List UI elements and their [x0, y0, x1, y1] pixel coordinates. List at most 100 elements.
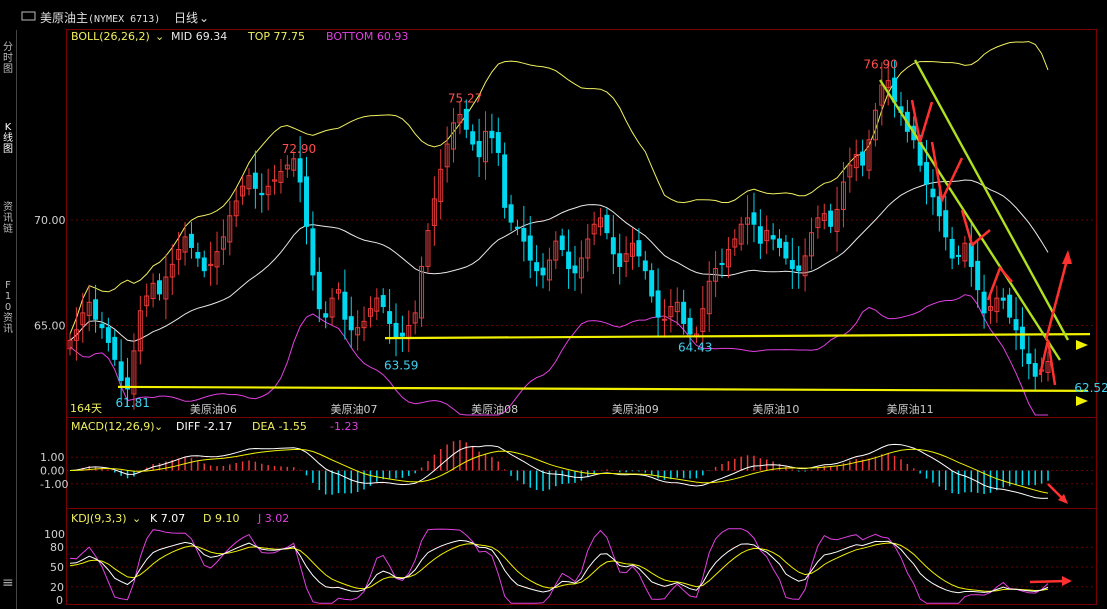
candle-up [821, 213, 827, 221]
instrument-title[interactable]: 美原油主 [40, 11, 88, 25]
kdj-tick-label: 80 [50, 541, 64, 554]
candle-down [476, 140, 482, 158]
candle-down [777, 238, 783, 248]
candle-up [176, 249, 182, 260]
days-count: 164天 [70, 402, 102, 415]
candle-down [105, 327, 111, 343]
candle-up [840, 181, 846, 210]
candle-up [732, 238, 738, 248]
chevron-down-icon[interactable]: ⌄ [132, 512, 141, 525]
candle-up [630, 242, 635, 257]
candle-up [802, 255, 808, 277]
candle-down [860, 151, 866, 166]
boll-bottom-line [69, 294, 1048, 416]
date-label: 美原油10 [752, 402, 799, 416]
candle-down [527, 235, 533, 261]
candle-up [265, 185, 271, 196]
candle-up [962, 242, 968, 262]
candle-up [361, 320, 367, 329]
candle-down [649, 270, 655, 297]
chevron-down-icon[interactable]: ⌄ [154, 420, 163, 433]
candle-down [508, 204, 514, 223]
arrowhead [1058, 494, 1068, 504]
candle-down [252, 172, 258, 189]
candle-down [304, 176, 309, 227]
candle-up [291, 158, 297, 171]
tab-news[interactable]: 资讯链 [3, 202, 13, 235]
candle-down [540, 267, 546, 276]
candle-up [272, 179, 278, 182]
candle-down [521, 227, 527, 242]
candle-down [559, 235, 565, 251]
candle-down [975, 260, 981, 291]
macd-diff-line [69, 443, 1049, 499]
period-selector[interactable]: 日线 [174, 11, 198, 25]
kdj-k-line [69, 539, 1049, 594]
candle-down [393, 322, 399, 339]
macd-value: -1.23 [330, 420, 358, 433]
chevron-down-icon[interactable]: ⌄ [199, 11, 209, 25]
boll-lines [69, 41, 1049, 416]
candle-up [150, 282, 156, 300]
kdj-label[interactable]: KDJ(9,3,3) [71, 512, 127, 525]
zigzag-arrow [930, 141, 964, 205]
kdj-d: D 9.10 [203, 512, 239, 525]
candle-down [610, 237, 616, 255]
candle-up [86, 301, 92, 316]
channel-line-lower [878, 79, 1062, 361]
candle-down [259, 192, 265, 196]
candle-down [796, 265, 802, 272]
candle-up [425, 230, 431, 267]
candle-down [572, 265, 578, 274]
candle-up [144, 295, 150, 307]
candle-up [374, 297, 380, 312]
price-annotation: 76.90 [863, 57, 897, 71]
macd-label[interactable]: MACD(12,26,9) [71, 420, 155, 433]
candle-up [834, 208, 840, 232]
candle-down [949, 238, 955, 259]
candle-down [348, 316, 354, 331]
candle-down [380, 295, 386, 308]
candle-up [725, 249, 731, 268]
candle-down [789, 260, 795, 270]
candle-down [297, 158, 303, 183]
candle-up [182, 236, 188, 253]
candle-down [470, 131, 476, 145]
menu-icon[interactable]: ≡ [2, 575, 14, 591]
candle-up [661, 318, 667, 321]
candle-down [566, 251, 572, 270]
candle-down [655, 290, 661, 318]
chevron-down-icon[interactable]: ⌄ [155, 30, 164, 43]
candle-up [80, 312, 86, 326]
candle-down [93, 299, 99, 320]
candle-down [681, 301, 687, 324]
tab-timeshare[interactable]: 分时图 [3, 42, 13, 75]
macd-tick-label: 0.00 [40, 465, 65, 478]
boll-top: TOP 77.75 [247, 30, 305, 43]
candle-up [872, 109, 878, 141]
candle-up [451, 122, 457, 150]
price-annotation: 62.52 [1074, 381, 1107, 395]
candle-up [994, 297, 1000, 313]
candle-down [125, 377, 131, 390]
date-label: 美原油11 [887, 402, 934, 416]
candle-down [310, 228, 316, 276]
candle-up [546, 259, 552, 281]
boll-label[interactable]: BOLL(26,26,2) [71, 30, 150, 43]
zigzag-arrow [986, 265, 1013, 301]
candle-down [636, 240, 642, 257]
candle-down [188, 233, 194, 248]
price-annotation: 75.27 [448, 92, 482, 106]
candlesticks[interactable] [67, 60, 1051, 410]
candle-down [342, 291, 348, 320]
candle-up [483, 130, 488, 163]
candle-up [866, 139, 872, 171]
candle-up [738, 223, 744, 245]
candle-up [278, 170, 284, 183]
macd-tick-label: -1.00 [40, 478, 68, 491]
trend-annotations [117, 59, 1091, 406]
